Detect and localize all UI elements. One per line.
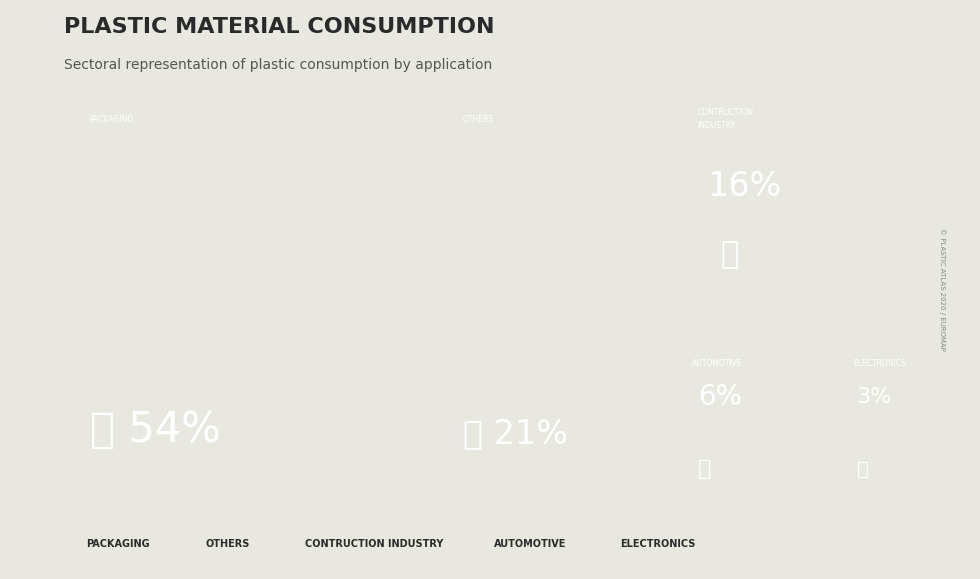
Text: 🚛: 🚛 [698,459,711,479]
Text: AUTOMOTIVE: AUTOMOTIVE [494,539,566,549]
Text: OTHERS: OTHERS [205,539,250,549]
Text: ELECTRONICS: ELECTRONICS [619,539,695,549]
Text: 🏷 21%: 🏷 21% [463,417,567,450]
Text: 3%: 3% [857,387,892,406]
Text: 16%: 16% [708,170,782,203]
Text: 🎁 54%: 🎁 54% [89,409,220,450]
Text: PACKAGING: PACKAGING [86,539,150,549]
Text: PLASTIC MATERIAL CONSUMPTION: PLASTIC MATERIAL CONSUMPTION [64,17,494,38]
Text: INDUSTRY: INDUSTRY [698,121,736,130]
Text: Sectoral representation of plastic consumption by application: Sectoral representation of plastic consu… [64,58,492,72]
Text: 🏪: 🏪 [720,240,738,269]
Text: ELECTRONICS: ELECTRONICS [854,360,906,368]
Text: AUTOMOTIVE: AUTOMOTIVE [692,360,742,368]
Text: OTHERS: OTHERS [463,115,494,124]
Text: CONTRUCTION: CONTRUCTION [698,108,754,118]
Text: © PLASTIC ATLAS 2020 / EUROMAP: © PLASTIC ATLAS 2020 / EUROMAP [939,228,946,351]
Text: 💻: 💻 [857,460,868,479]
Text: 6%: 6% [698,383,742,411]
Text: PACKAGING: PACKAGING [89,115,134,124]
Text: CONTRUCTION INDUSTRY: CONTRUCTION INDUSTRY [306,539,444,549]
